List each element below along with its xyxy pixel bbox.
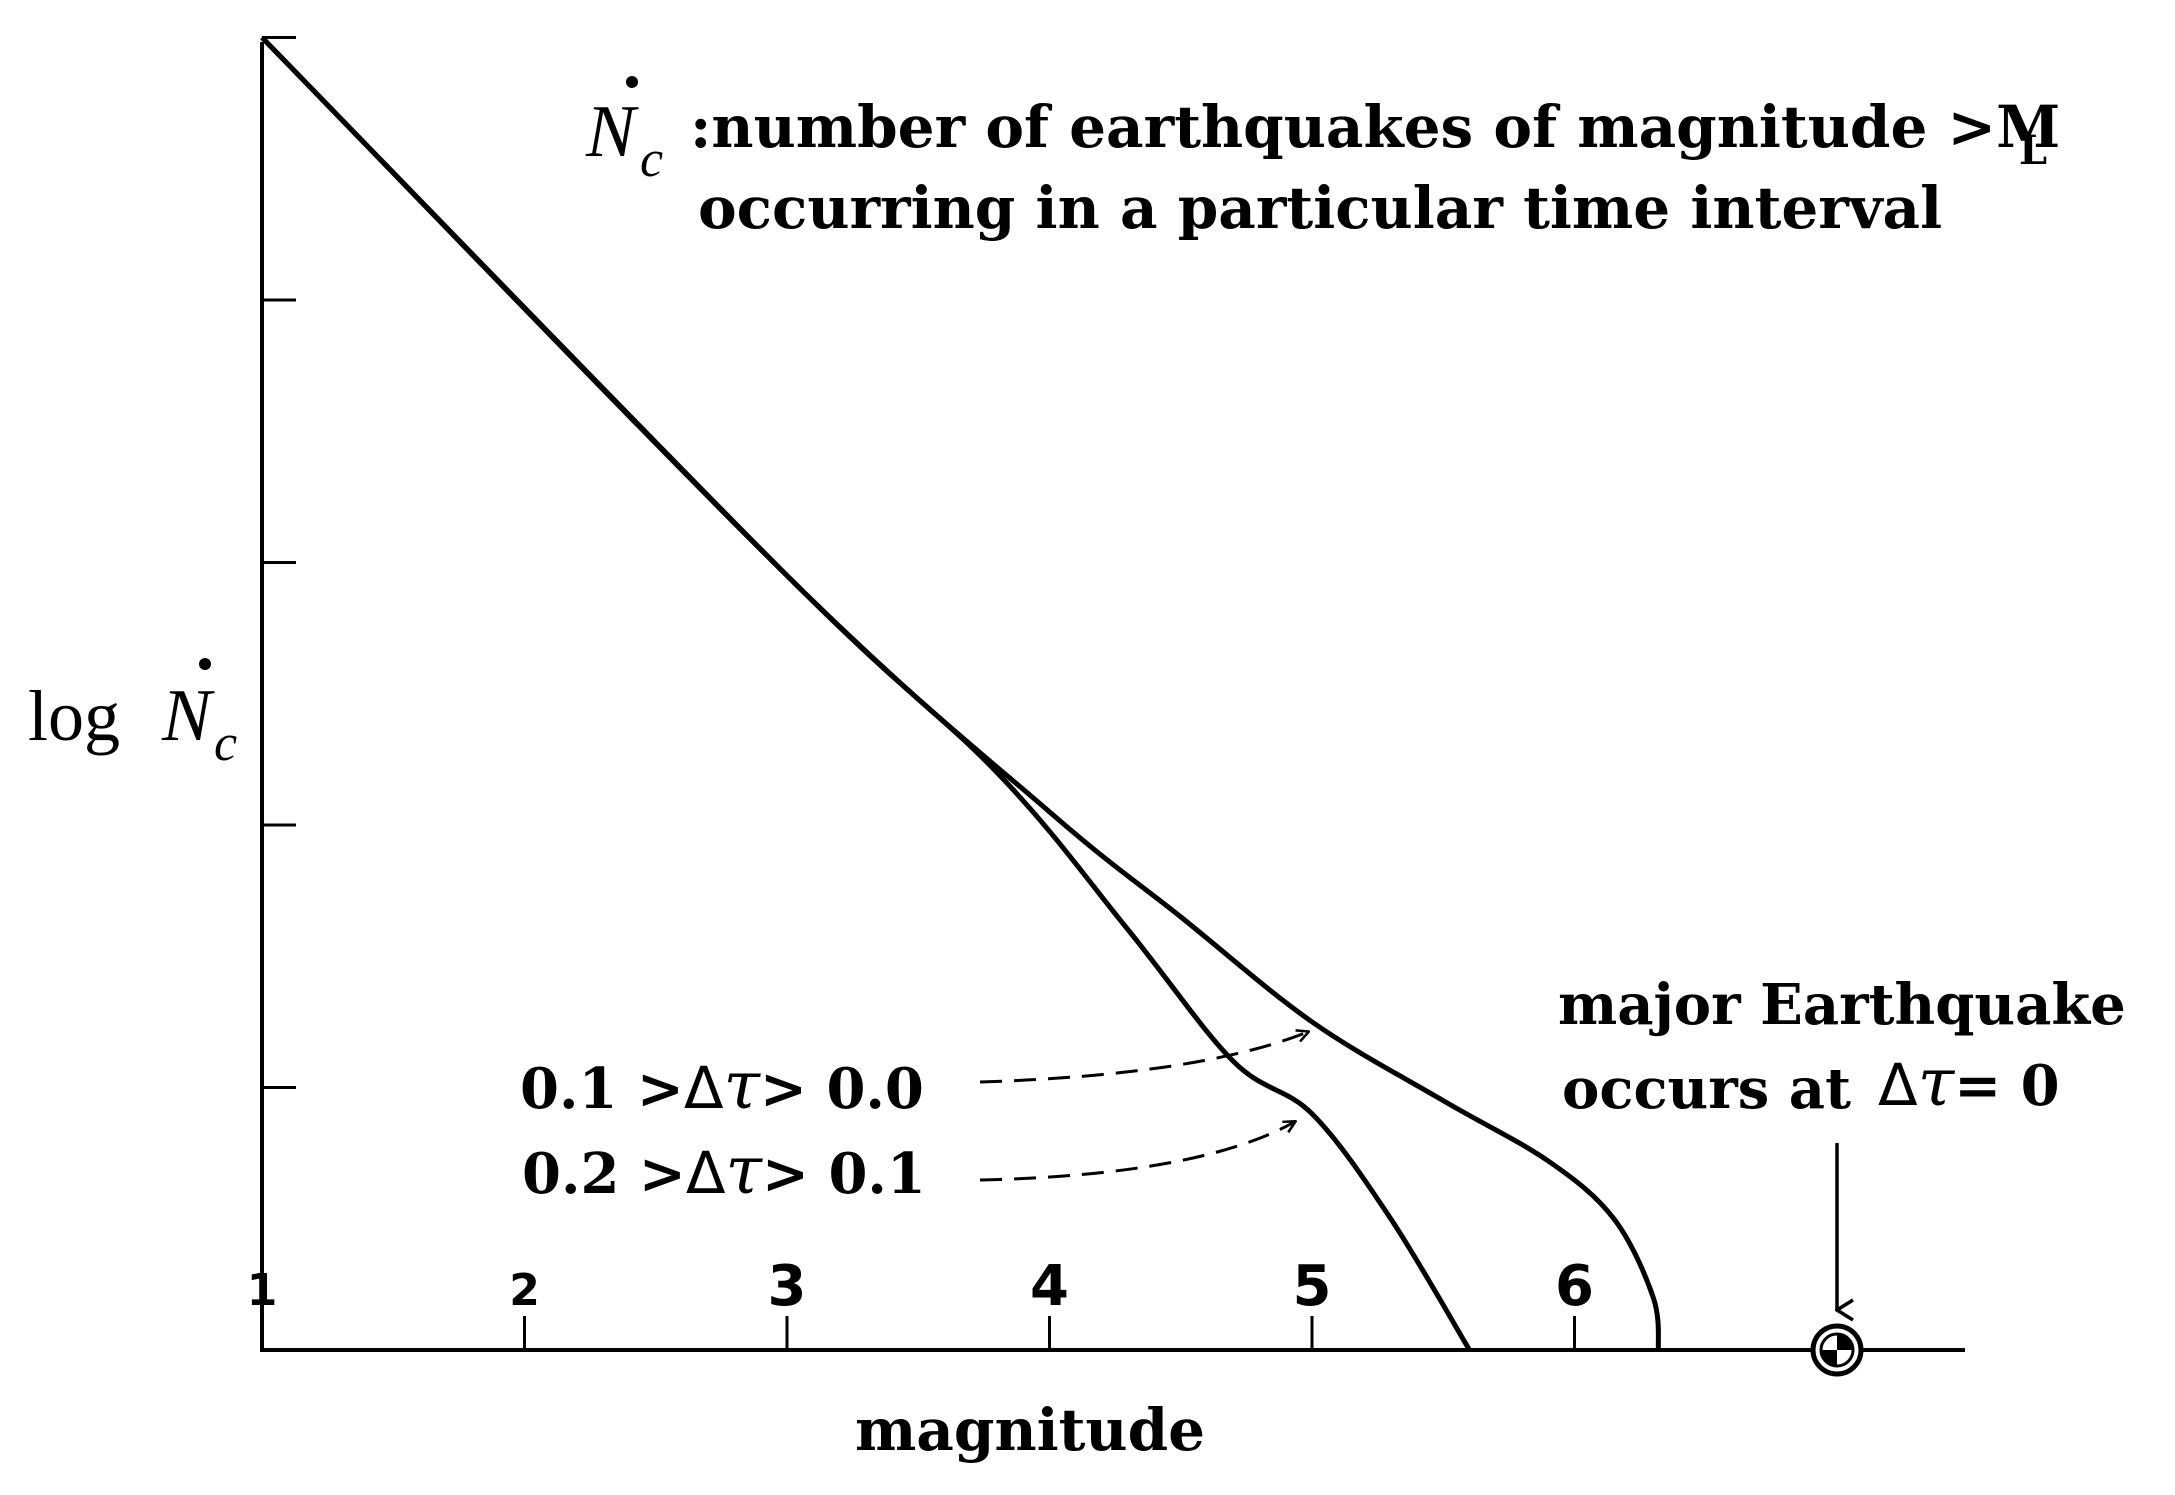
series-2-line (260, 35, 1661, 1351)
annotation-2-arrow (979, 1122, 1295, 1182)
event-marker-quadrant (1837, 1334, 1853, 1350)
annotation-1-delta: Δ (684, 1054, 724, 1122)
event-line-2-prefix: occurs at (1562, 1056, 1851, 1122)
x-ticks (260, 1316, 1576, 1350)
event-suffix: = 0 (1954, 1053, 2059, 1119)
y-ticks (262, 36, 296, 1089)
annotation-2-left: 0.2 > (522, 1141, 686, 1207)
x-axis-label: magnitude (855, 1396, 1205, 1464)
x-tick-labels: 1 2 3 4 5 6 (247, 1254, 1594, 1319)
x-tick-label: 5 (1293, 1254, 1332, 1319)
annotation-2-tau: τ (726, 1132, 764, 1209)
annotation-2-label: 0.2 >Δτ> 0.1 (522, 1132, 926, 1209)
title-line-2: occurring in a particular time interval (698, 174, 1942, 242)
annotation-1-left: 0.1 > (520, 1056, 684, 1122)
annotation-2-delta: Δ (686, 1139, 726, 1207)
event-marker (1810, 1323, 1864, 1377)
title-symbol-sub: c (640, 131, 663, 188)
chart-title: N c :number of earthquakes of magnitude … (585, 76, 2060, 242)
series-group (260, 35, 1661, 1352)
y-label-symbol-sub: c (214, 715, 237, 772)
title-line-1: :number of earthquakes of magnitude >M (690, 93, 2060, 161)
event-marker-quadrant (1821, 1350, 1837, 1366)
y-axis-label: log N c (28, 658, 237, 772)
event-delta: Δ (1878, 1051, 1918, 1119)
annotation-1-arrow (979, 1032, 1308, 1084)
axes: 1 2 3 4 5 6 (247, 36, 1965, 1352)
y-label-prefix: log (28, 676, 120, 756)
event-line-2-formula: Δτ= 0 (1878, 1044, 2060, 1121)
annotation-1-label: 0.1 >Δτ> 0.0 (520, 1047, 924, 1124)
annotation-1-tau: τ (724, 1047, 762, 1124)
title-symbol: N (585, 91, 639, 173)
event-marker-inner (1819, 1332, 1855, 1368)
event-annotation: major Earthquake occurs at Δτ= 0 (1558, 972, 2126, 1377)
title-line-1-sub: L (2019, 127, 2047, 174)
y-label-dot (199, 658, 211, 670)
event-line-2: occurs at (1562, 1056, 1851, 1122)
event-tau: τ (1918, 1044, 1956, 1121)
x-tick-label: 2 (509, 1265, 540, 1316)
event-line-1: major Earthquake (1558, 972, 2126, 1038)
annotation-2-right: > 0.1 (762, 1141, 926, 1207)
annotation-1-right: > 0.0 (760, 1056, 924, 1122)
x-tick-label: 4 (1030, 1254, 1069, 1319)
y-label-symbol: N (161, 675, 215, 757)
annotation-1: 0.1 >Δτ> 0.0 (520, 1032, 1308, 1124)
x-tick-label: 6 (1555, 1254, 1594, 1319)
x-tick-label: 1 (247, 1265, 278, 1316)
annotation-2: 0.2 >Δτ> 0.1 (522, 1122, 1295, 1209)
x-tick-label: 3 (768, 1254, 807, 1319)
title-dot (626, 76, 638, 88)
